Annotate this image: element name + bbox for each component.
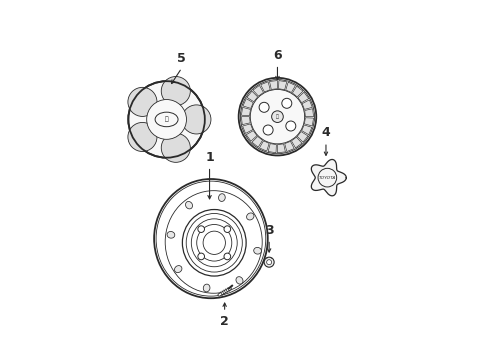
Circle shape	[224, 226, 231, 233]
Text: Ⓣ: Ⓣ	[165, 117, 169, 122]
Ellipse shape	[155, 112, 178, 127]
Circle shape	[259, 102, 269, 112]
Polygon shape	[243, 124, 253, 134]
Polygon shape	[246, 131, 257, 141]
Polygon shape	[243, 99, 253, 108]
Ellipse shape	[203, 284, 210, 292]
Circle shape	[282, 98, 292, 108]
Polygon shape	[277, 144, 285, 153]
Circle shape	[286, 121, 296, 131]
Circle shape	[161, 133, 190, 162]
Polygon shape	[242, 107, 250, 116]
Ellipse shape	[236, 277, 243, 284]
Polygon shape	[302, 125, 312, 135]
Circle shape	[147, 99, 187, 139]
Circle shape	[250, 90, 305, 144]
Polygon shape	[293, 86, 303, 97]
Polygon shape	[285, 141, 294, 152]
Circle shape	[128, 81, 205, 158]
Polygon shape	[292, 137, 302, 148]
Text: 4: 4	[321, 126, 330, 139]
Text: 5: 5	[177, 52, 186, 65]
Circle shape	[161, 77, 190, 105]
Circle shape	[198, 226, 204, 233]
Polygon shape	[242, 117, 250, 125]
Ellipse shape	[219, 194, 225, 202]
Ellipse shape	[174, 266, 182, 273]
Polygon shape	[270, 81, 277, 89]
Polygon shape	[302, 100, 312, 109]
Ellipse shape	[186, 202, 193, 209]
Polygon shape	[311, 159, 346, 196]
Polygon shape	[278, 81, 287, 90]
Text: 3: 3	[265, 224, 273, 237]
Polygon shape	[304, 118, 314, 126]
Polygon shape	[298, 92, 309, 103]
Ellipse shape	[254, 247, 262, 254]
Circle shape	[128, 87, 157, 116]
Polygon shape	[252, 136, 263, 147]
Text: 6: 6	[273, 49, 282, 62]
Circle shape	[128, 122, 157, 152]
Text: 1: 1	[205, 151, 214, 164]
Polygon shape	[261, 82, 270, 92]
Polygon shape	[268, 144, 276, 153]
Circle shape	[271, 111, 283, 122]
Text: TOYOTA: TOYOTA	[318, 176, 336, 180]
Ellipse shape	[167, 231, 175, 238]
Text: 2: 2	[220, 315, 229, 328]
Polygon shape	[253, 85, 264, 96]
Ellipse shape	[246, 213, 254, 220]
Polygon shape	[247, 91, 258, 102]
Circle shape	[224, 253, 231, 260]
Polygon shape	[297, 131, 308, 142]
Circle shape	[182, 105, 211, 134]
Circle shape	[318, 168, 337, 187]
Text: Ⓣ: Ⓣ	[276, 114, 279, 119]
Polygon shape	[286, 82, 295, 93]
Circle shape	[264, 257, 274, 267]
Circle shape	[267, 260, 271, 265]
Polygon shape	[305, 109, 314, 117]
Circle shape	[263, 125, 273, 135]
Circle shape	[239, 78, 316, 156]
Polygon shape	[259, 141, 269, 151]
Circle shape	[198, 253, 204, 260]
